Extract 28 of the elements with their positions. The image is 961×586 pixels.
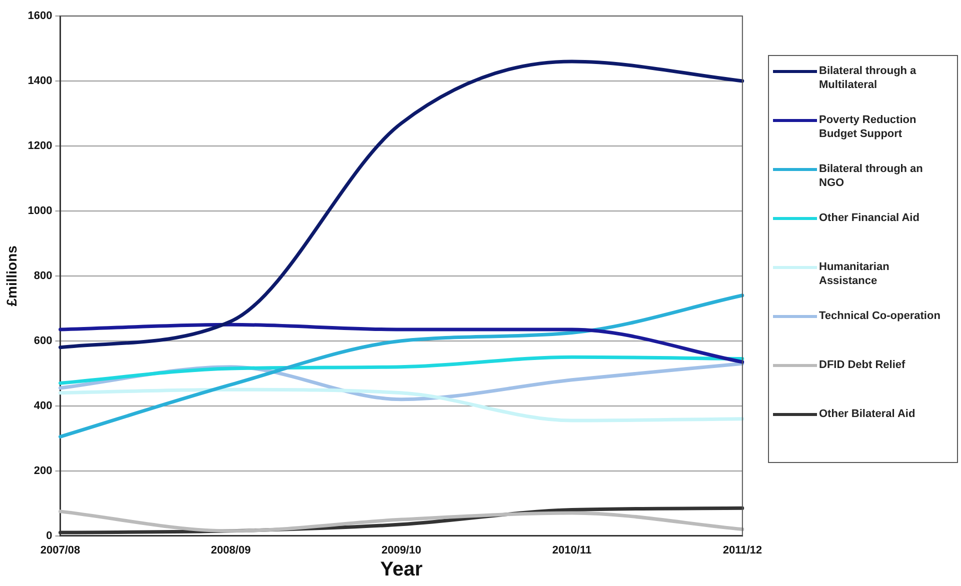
- y-tick-label: 800: [34, 270, 52, 282]
- y-tick-label: 600: [34, 334, 52, 347]
- legend-label: Other Financial Aid: [818, 211, 920, 225]
- x-tick-label: 2007/08: [40, 544, 80, 556]
- legend-label: Technical Co-operation: [818, 309, 942, 323]
- x-tick-label: 2010/11: [552, 544, 592, 556]
- legend-label: Poverty Reduction Budget Support: [818, 113, 918, 141]
- line-series: [58, 355, 744, 385]
- line-series: [58, 388, 744, 422]
- legend-label: DFID Debt Relief: [818, 358, 906, 372]
- x-tick-label: 2011/12: [722, 544, 762, 556]
- x-tick-label: 2009/10: [381, 544, 422, 556]
- x-axis-title: Year: [380, 558, 423, 581]
- x-tick-label: 2008/09: [210, 544, 251, 556]
- legend-label: Humanitarian Assistance: [818, 260, 890, 288]
- y-tick-label: 0: [46, 530, 52, 542]
- legend-label: Bilateral through an NGO: [818, 162, 924, 190]
- y-tick-label: 200: [34, 464, 52, 477]
- y-tick-label: 1600: [28, 10, 52, 22]
- line-series: [58, 294, 744, 438]
- y-tick-label: 1400: [28, 75, 52, 88]
- y-axis-title: £millions: [3, 245, 20, 306]
- y-tick-label: 1200: [28, 140, 52, 152]
- legend-label: Bilateral through a Multilateral: [818, 64, 918, 92]
- y-tick-label: 400: [34, 400, 52, 412]
- y-tick-label: 1000: [28, 204, 52, 217]
- legend-label: Other Bilateral Aid: [818, 407, 916, 421]
- line-series: [58, 60, 744, 350]
